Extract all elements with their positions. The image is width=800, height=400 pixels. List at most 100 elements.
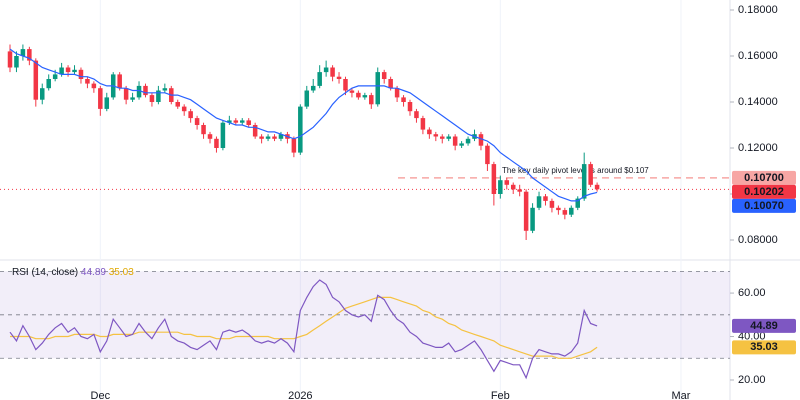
candle-body [323, 67, 329, 73]
rsi-ma-value: 35.03 [109, 267, 134, 278]
candle-body [330, 67, 335, 77]
candle-body [356, 92, 361, 98]
candle-body [272, 136, 277, 139]
candle-body [156, 90, 161, 102]
candle-body [194, 118, 200, 125]
candle-body [549, 200, 555, 208]
candle-body [485, 145, 490, 165]
price-badge [732, 198, 796, 213]
candle-body [252, 124, 258, 137]
candle-body [162, 88, 168, 91]
price-badge [732, 184, 796, 199]
y-tick-label: 0.16000 [738, 50, 778, 62]
moving-average [9, 48, 598, 202]
y-tick-label: 0.08000 [738, 234, 778, 246]
candle-body [491, 164, 497, 194]
candle-body [440, 136, 445, 139]
candle-body [381, 72, 387, 80]
candle-body [388, 79, 393, 89]
candle-body [27, 49, 32, 61]
candle-body [336, 76, 342, 80]
y-tick-label: 0.18000 [738, 4, 778, 16]
price-badge [732, 340, 796, 355]
candle-body [304, 90, 310, 107]
candle-body [349, 90, 355, 93]
candle-body [46, 79, 51, 89]
rsi-legend: RSI (14, close) 44.89 35.03 [12, 267, 134, 278]
candle-body [91, 83, 97, 89]
candle-body [530, 207, 535, 231]
candle-body [575, 198, 580, 208]
candle-body [536, 196, 542, 208]
candle-body [498, 180, 503, 194]
candle-body [265, 136, 271, 139]
price-badge [732, 170, 796, 185]
candle-body [510, 184, 516, 190]
candle-body [459, 143, 464, 146]
y-tick-label: 60.00 [738, 287, 766, 299]
candle-body [220, 122, 226, 148]
candle-body [149, 95, 155, 102]
candle-body [40, 88, 45, 100]
candle-body [517, 189, 522, 192]
x-tick-label: Dec [91, 390, 111, 400]
candle-body [433, 134, 439, 137]
candle-body [201, 124, 206, 135]
price-badge-label: 0.10202 [744, 186, 784, 198]
candle-body [233, 120, 239, 123]
x-tick-label: 2026 [288, 390, 312, 400]
candle-body [207, 134, 213, 139]
candle-body [117, 74, 122, 89]
candle-body [369, 95, 374, 105]
candle-body [227, 120, 232, 123]
candle-body [104, 97, 110, 109]
candle-body [562, 210, 568, 215]
candle-body [98, 88, 103, 109]
candle-body [298, 106, 303, 153]
candle-body [214, 138, 219, 148]
candle-body [310, 85, 316, 91]
candle-body [59, 67, 64, 75]
candle-body [523, 191, 529, 231]
y-tick-label: 0.12000 [738, 142, 778, 154]
candle-body [85, 79, 90, 84]
price-badge-label: 44.89 [750, 320, 778, 332]
candle-body [401, 97, 406, 102]
candle-body [14, 56, 19, 68]
candle-body [123, 88, 129, 100]
price-badge-label: 35.03 [750, 341, 778, 353]
candle-body [240, 120, 245, 123]
candle-body [246, 120, 251, 125]
candle-body [420, 118, 426, 130]
candle-body [72, 69, 77, 73]
candle-body [343, 79, 348, 91]
candle-body [581, 164, 587, 199]
candle-body [188, 111, 193, 119]
price-badge-label: 0.10700 [744, 172, 784, 184]
candle-body [478, 134, 484, 146]
candle-body [446, 136, 451, 139]
candle-body [175, 101, 180, 107]
price-badge [732, 318, 796, 333]
rsi-title: RSI (14, close) [12, 267, 78, 278]
candle-body [375, 72, 380, 105]
candle-body [7, 51, 13, 68]
candle-body [465, 138, 471, 144]
candle-body [291, 138, 297, 153]
price-badge-label: 0.10070 [744, 200, 784, 212]
candle-body [65, 67, 71, 73]
candle-body [20, 49, 26, 57]
x-tick-label: Feb [491, 390, 510, 400]
candle-body [569, 207, 574, 215]
y-tick-label: 40.00 [738, 330, 766, 342]
rsi-line [9, 279, 598, 380]
candle-body [556, 207, 561, 211]
candle-body [33, 60, 39, 100]
candle-body [362, 95, 368, 98]
rsi-value: 44.89 [81, 267, 106, 278]
candle-body [504, 180, 510, 185]
candle-body [543, 196, 548, 201]
y-tick-label: 20.00 [738, 374, 766, 386]
candle-body [181, 106, 187, 112]
